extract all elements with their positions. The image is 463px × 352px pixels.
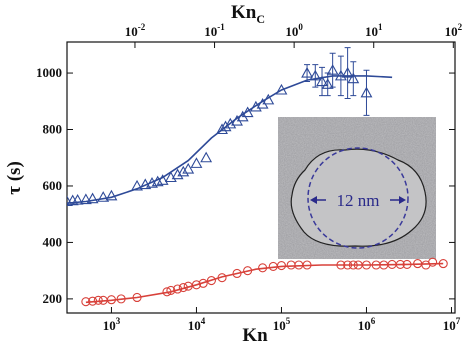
- triangle-marker: [131, 179, 143, 191]
- x2-tick-label: 102: [445, 22, 463, 39]
- triangle-marker: [182, 162, 195, 174]
- triangle-marker: [71, 193, 84, 205]
- fit-line: [85, 262, 444, 304]
- triangle-marker: [171, 168, 184, 180]
- triangle-marker: [301, 66, 313, 78]
- x-axis-label: Kn: [242, 325, 268, 346]
- y-tick-label: 200: [43, 291, 63, 306]
- triangle-marker: [219, 120, 232, 132]
- y-tick-label: 400: [43, 234, 63, 249]
- x-tick-label: 106: [358, 316, 376, 333]
- x-tick-label: 104: [188, 316, 206, 333]
- triangle-marker: [97, 191, 110, 202]
- triangle-marker: [86, 192, 99, 204]
- x2-axis-label: KnC: [231, 2, 265, 26]
- triangle-marker: [360, 86, 373, 98]
- triangle-marker: [156, 174, 169, 185]
- triangle-marker: [321, 78, 334, 89]
- x-tick-label: 103: [103, 316, 121, 333]
- error-bar: [350, 61, 357, 97]
- x2-axis-label-text: Kn: [231, 2, 257, 23]
- circle-marker: [428, 257, 438, 267]
- triangle-marker: [216, 123, 228, 135]
- circle-marker: [232, 268, 242, 279]
- y-tick-label: 1000: [36, 65, 62, 80]
- triangle-marker: [79, 193, 92, 205]
- triangle-marker: [341, 66, 354, 78]
- x2-tick-label: 10-2: [125, 22, 146, 39]
- triangle-marker: [326, 64, 339, 75]
- x-tick-label: 105: [273, 316, 291, 333]
- scale-annotation: 12 nm: [337, 191, 380, 210]
- x2-tick-label: 10-1: [204, 22, 225, 39]
- error-bar: [319, 66, 326, 97]
- error-bar: [363, 69, 370, 116]
- triangle-marker: [200, 151, 213, 163]
- triangle-marker: [347, 72, 360, 84]
- circle-marker: [286, 260, 296, 270]
- triangle-marker: [309, 69, 322, 81]
- error-bar: [312, 64, 319, 88]
- plot-area: [55, 47, 448, 307]
- triangle-marker: [190, 157, 203, 168]
- triangle-marker: [316, 75, 328, 87]
- plot-frame: [66, 41, 456, 314]
- y-tick-label: 800: [43, 122, 63, 137]
- x2-axis-label-subscript: C: [256, 12, 265, 26]
- x-tick-label: 107: [443, 316, 461, 333]
- y-axis-label: τ (s): [4, 161, 25, 195]
- x2-tick-label: 101: [365, 22, 383, 39]
- triangle-marker: [177, 165, 190, 177]
- circle-marker: [206, 275, 216, 286]
- error-bar: [329, 52, 336, 88]
- circle-marker: [191, 280, 202, 290]
- inset-image: 12 nm: [278, 117, 436, 259]
- fit-line: [67, 75, 393, 205]
- y-tick-label: 600: [43, 178, 63, 193]
- x2-tick-label: 100: [285, 22, 303, 39]
- triangle-marker: [55, 195, 65, 204]
- error-bar: [344, 47, 351, 99]
- triangle-marker: [105, 189, 118, 201]
